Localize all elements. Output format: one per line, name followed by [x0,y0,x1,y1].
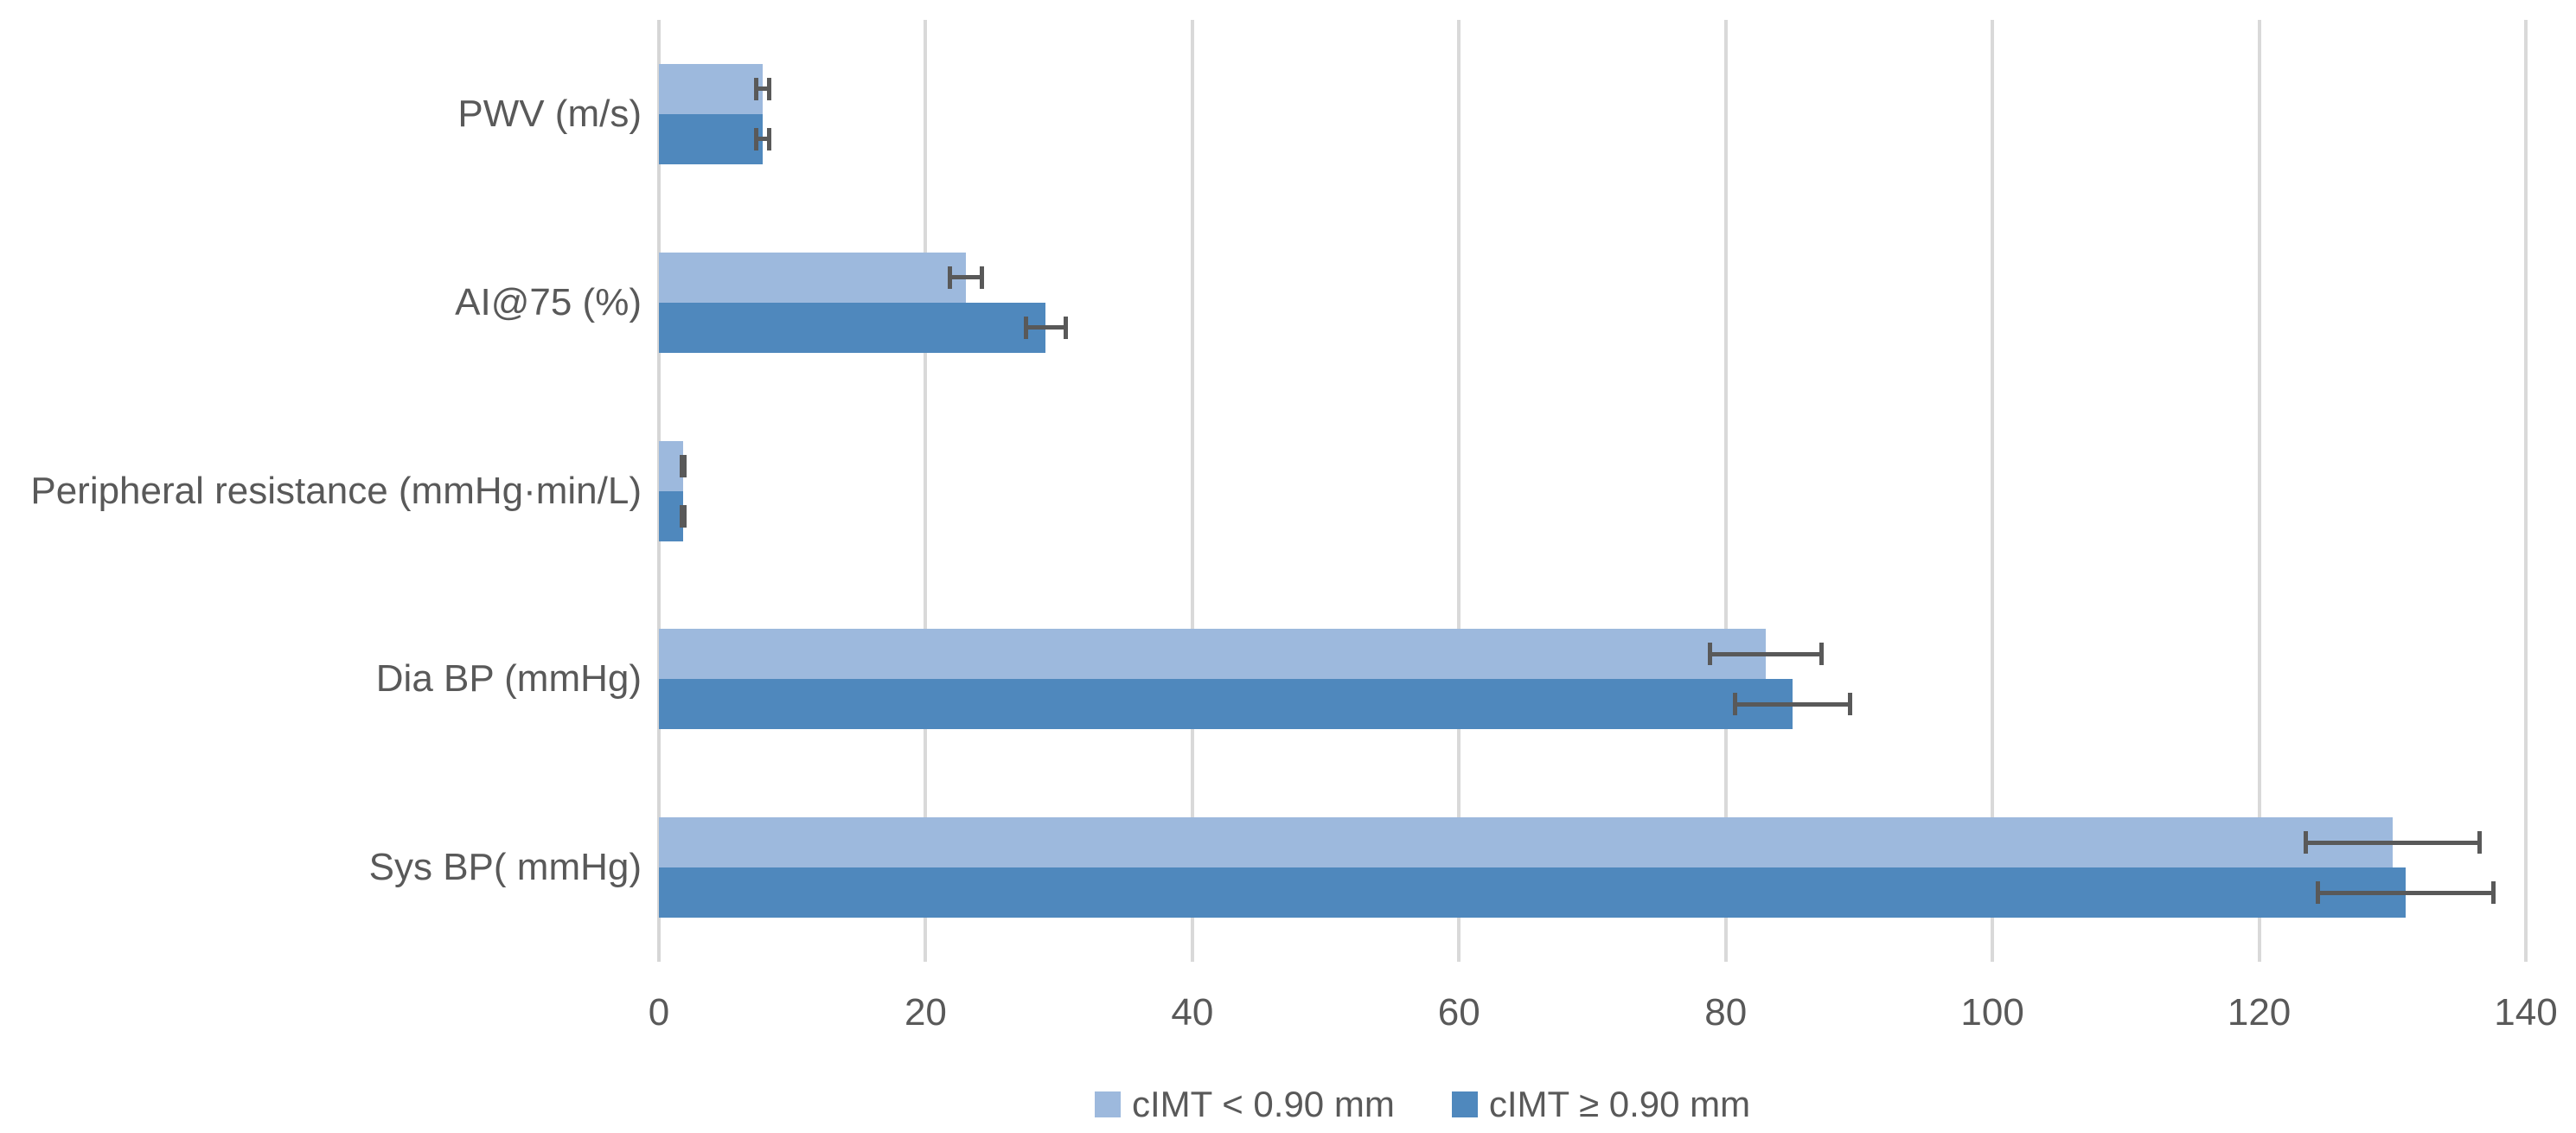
gridline-120 [2257,20,2261,962]
bar-series0-cat3 [659,629,1766,680]
error-bar-cap-left [754,127,759,150]
error-bar-line [756,137,770,142]
x-tick-label-20: 20 [904,991,947,1034]
error-bar-line [949,275,982,280]
category-label-0: PWV (m/s) [457,92,642,135]
error-bar-cap-left [2315,881,2320,905]
x-tick-label-80: 80 [1704,991,1748,1034]
error-bar-cap-right [767,127,772,150]
legend-swatch-dark-blue [1451,1091,1478,1117]
bar-series1-cat2 [659,490,683,541]
gridline-140 [2524,20,2528,962]
bar-series1-cat0 [659,113,764,164]
legend-label-cimt-above: cIMT ≥ 0.90 mm [1488,1084,1751,1124]
gridline-80 [1723,20,1728,962]
bar-series1-cat1 [659,302,1046,353]
error-bar-cap-left [679,504,684,528]
error-bar-cap-right [2477,831,2482,855]
error-bar-line [1026,325,1066,330]
x-tick-label-120: 120 [2227,991,2292,1034]
bar-series1-cat3 [659,679,1793,730]
x-tick-label-140: 140 [2494,991,2558,1034]
x-tick-label-60: 60 [1437,991,1480,1034]
error-bar-line [2317,890,2494,895]
legend-item-cimt-above: cIMT ≥ 0.90 mm [1451,1084,1751,1125]
error-bar-cap-left [2304,831,2309,855]
error-bar-cap-right [979,266,984,289]
bar-series1-cat4 [659,867,2407,919]
legend: cIMT < 0.90 mm cIMT ≥ 0.90 mm [1095,1079,1750,1130]
bar-series0-cat1 [659,252,966,303]
category-label-1: AI@75 (%) [455,280,642,323]
error-bar-cap-left [1733,693,1737,716]
x-tick-label-40: 40 [1171,991,1214,1034]
bar-series0-cat4 [659,817,2393,868]
error-bar-line [1735,701,1851,707]
category-label-3: Dia BP (mmHg) [375,657,642,701]
legend-swatch-light-blue [1095,1091,1121,1117]
gridline-100 [1991,20,1995,962]
error-bar-cap-left [1707,643,1712,666]
gridline-40 [1190,20,1194,962]
x-tick-label-0: 0 [648,991,670,1034]
gridline-20 [924,20,928,962]
error-bar-cap-left [947,266,952,289]
error-bar-cap-right [1063,316,1068,339]
error-bar-line [2305,840,2479,845]
bar-series0-cat2 [659,440,683,491]
error-bar-line [756,86,770,92]
error-bar-cap-right [767,77,772,100]
category-label-4: Sys BP( mmHg) [368,846,642,889]
legend-item-cimt-below: cIMT < 0.90 mm [1095,1084,1395,1125]
legend-label-cimt-below: cIMT < 0.90 mm [1132,1084,1395,1124]
category-label-2: Peripheral resistance (mmHg·min/L) [30,469,642,512]
error-bar-line [1710,651,1822,656]
error-bar-cap-right [681,454,687,477]
error-bar-cap-right [1819,643,1825,666]
error-bar-cap-right [1847,693,1852,716]
error-bar-cap-left [679,454,684,477]
error-bar-cap-right [681,504,687,528]
bar-series0-cat0 [659,63,764,114]
x-tick-label-100: 100 [1960,991,2024,1034]
error-bar-cap-right [2491,881,2496,905]
error-bar-cap-left [754,77,759,100]
error-bar-cap-left [1023,316,1028,339]
gridline-60 [1457,20,1461,962]
